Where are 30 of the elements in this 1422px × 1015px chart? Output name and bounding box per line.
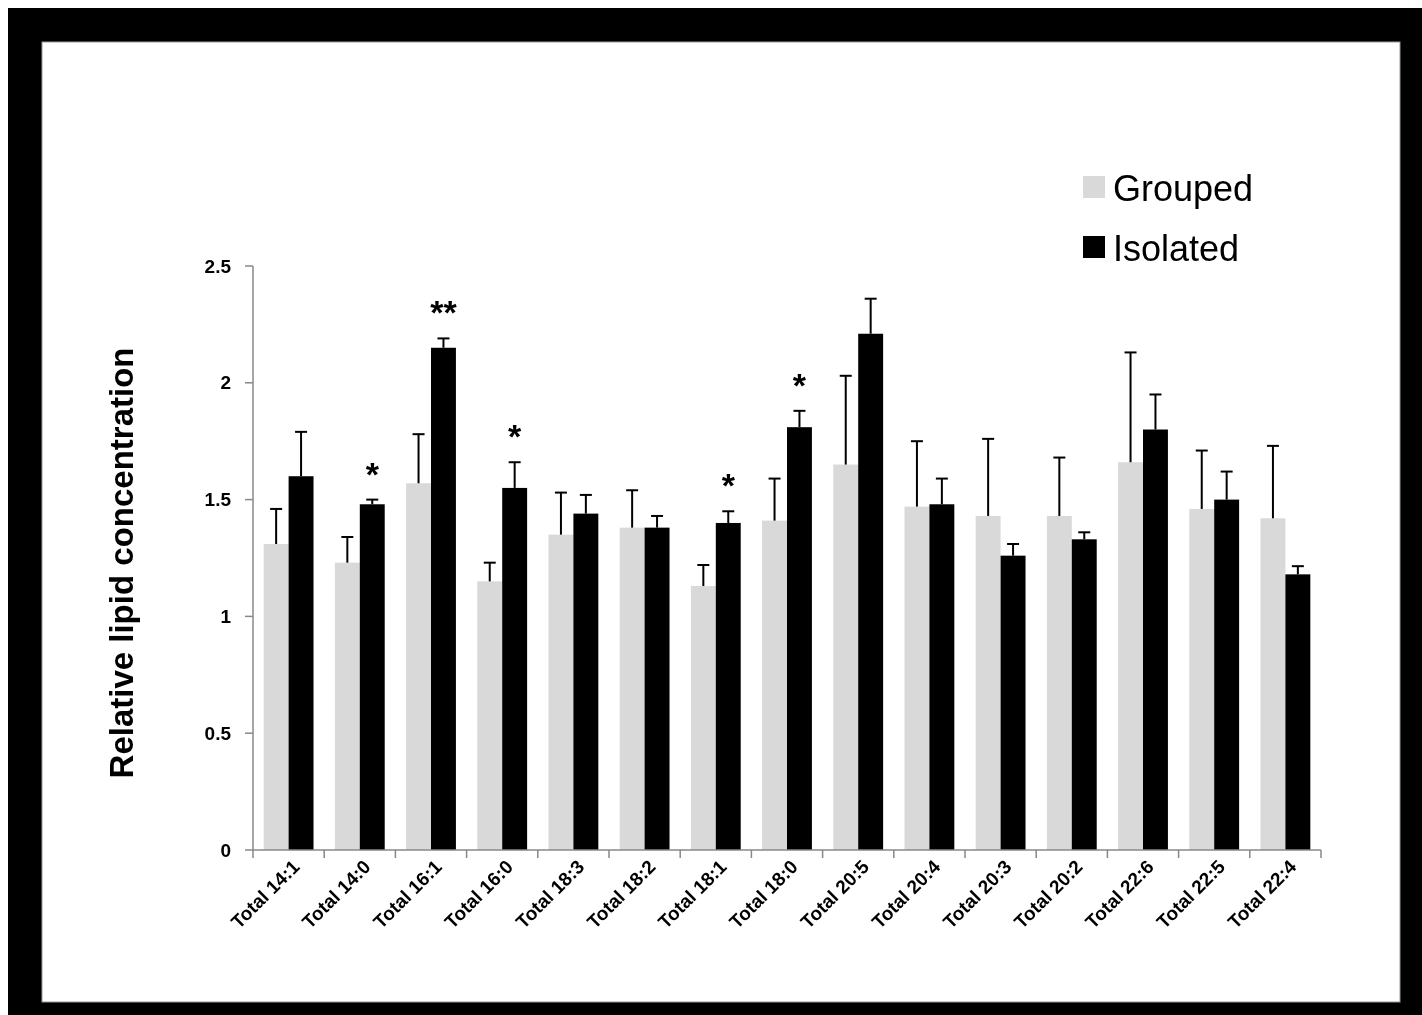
y-tick-label: 0.5 xyxy=(204,722,232,744)
y-tick-label: 1 xyxy=(220,606,232,628)
bar xyxy=(406,483,431,850)
annotation: * xyxy=(365,454,380,493)
bar xyxy=(548,534,574,850)
bar xyxy=(619,527,645,850)
bar xyxy=(833,464,859,850)
annotation: * xyxy=(721,466,736,505)
bar xyxy=(263,543,289,850)
annotation: * xyxy=(508,417,523,456)
y-tick-label: 2.5 xyxy=(204,255,232,277)
bar xyxy=(904,506,930,850)
bar xyxy=(690,586,716,850)
legend-label: Grouped xyxy=(1113,167,1254,209)
bar xyxy=(762,520,787,850)
bar xyxy=(1046,515,1072,850)
bar xyxy=(1118,462,1143,850)
annotation: * xyxy=(792,365,807,404)
bar xyxy=(1260,518,1286,850)
y-tick-label: 0 xyxy=(220,839,231,861)
bar xyxy=(975,515,1001,850)
annotation: ** xyxy=(430,293,458,332)
bar xyxy=(334,562,360,850)
bar xyxy=(1189,508,1215,850)
y-tick-label: 1.5 xyxy=(204,489,232,511)
bar xyxy=(477,581,503,850)
y-tick-label: 2 xyxy=(220,372,231,394)
bar xyxy=(359,504,385,850)
y-axis-title: Relative lipid concentration xyxy=(103,347,140,779)
legend-label: Isolated xyxy=(1113,227,1240,269)
